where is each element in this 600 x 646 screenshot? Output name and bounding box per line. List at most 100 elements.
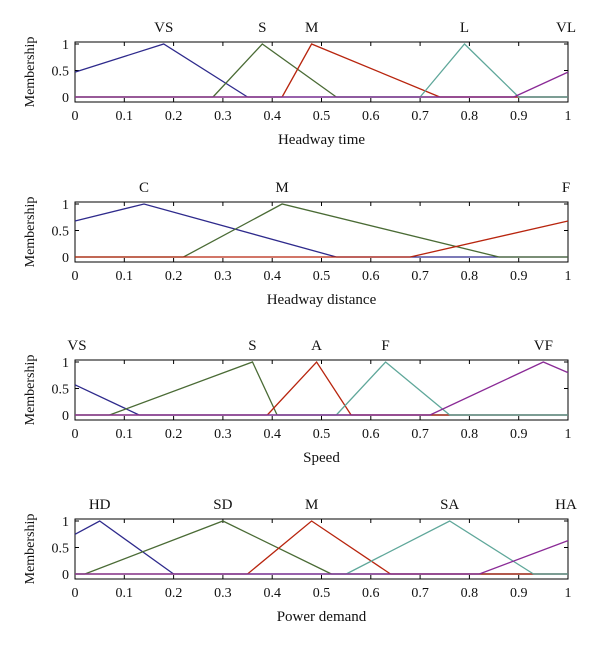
panel-4: 0 0.1 0.2 0.3 0.4 0.5 0.6 0.7 0.8 0.9 1 0 0.5 1 Power … [23, 497, 577, 625]
x-tick-label: 0.5 [313, 269, 331, 284]
x-tick-label: 0.6 [362, 269, 380, 284]
series-line [419, 43, 520, 98]
x-tick-label: 0.2 [165, 269, 183, 284]
mf-label-s: S [248, 338, 256, 354]
series-line [410, 220, 569, 258]
y-axis-label: Membership [23, 197, 38, 268]
series-line [266, 360, 352, 416]
series-f: F [75, 180, 570, 258]
series-line [513, 71, 569, 98]
x-tick-label: 0.8 [461, 109, 479, 124]
mf-label-vs: VS [154, 20, 173, 36]
series-line [74, 520, 174, 575]
series-line [212, 43, 337, 98]
series-line [183, 203, 500, 258]
x-tick-label: 0.7 [411, 427, 429, 442]
y-tick-label: 0 [62, 409, 69, 424]
x-tick-label: 0.3 [214, 269, 232, 284]
series-line [74, 43, 248, 98]
series-line [74, 203, 337, 258]
series-line [74, 384, 140, 416]
series-ha: HA [75, 497, 577, 575]
mf-label-vf: VF [534, 338, 553, 354]
series-line [479, 539, 569, 575]
x-tick-label: 0.6 [362, 586, 380, 601]
x-tick-label: 0.9 [510, 427, 528, 442]
y-tick-label: 0.5 [52, 225, 70, 240]
mf-label-c: C [139, 180, 149, 196]
y-tick-label: 0.5 [52, 542, 70, 557]
series-vf: VF [75, 338, 569, 416]
x-tick-label: 0.6 [362, 427, 380, 442]
x-tick-label: 0.3 [214, 109, 232, 124]
mf-label-m: M [275, 180, 288, 196]
y-tick-label: 0.5 [52, 65, 70, 80]
series-a: A [75, 338, 568, 416]
panel-1: 0 0.1 0.2 0.3 0.4 0.5 0.6 0.7 0.8 0.9 1 0 0.5 1 Headwa… [23, 20, 576, 148]
series-m: M [75, 20, 568, 98]
x-tick-label: 0.4 [263, 586, 281, 601]
mf-label-l: L [460, 20, 469, 36]
mf-label-a: A [311, 338, 322, 354]
series-line [247, 520, 391, 575]
x-tick-label: 0.3 [214, 427, 232, 442]
mf-label-f: F [381, 338, 389, 354]
mf-label-vs: VS [67, 338, 86, 354]
x-tick-label: 0 [72, 269, 79, 284]
x-tick-label: 1 [565, 586, 572, 601]
y-axis-label: Membership [23, 37, 38, 108]
x-tick-label: 0.4 [263, 269, 281, 284]
x-tick-label: 0.7 [411, 109, 429, 124]
x-tick-label: 0.2 [165, 109, 183, 124]
series-l: L [75, 20, 568, 98]
x-tick-label: 0.8 [461, 269, 479, 284]
series-c: C [74, 180, 568, 258]
x-axis-label: Headway time [278, 132, 365, 148]
mf-label-sd: SD [213, 497, 232, 513]
mf-label-f: F [562, 180, 570, 196]
x-tick-label: 1 [565, 269, 572, 284]
x-axis-label: Headway distance [267, 292, 377, 308]
series-s: S [75, 20, 568, 98]
x-tick-label: 0.4 [263, 427, 281, 442]
series-line [281, 43, 441, 98]
y-tick-label: 1 [62, 515, 69, 530]
x-tick-label: 0.8 [461, 586, 479, 601]
y-tick-label: 0.5 [52, 383, 70, 398]
x-tick-label: 0.7 [411, 586, 429, 601]
x-tick-label: 0.9 [510, 109, 528, 124]
x-tick-label: 0 [72, 586, 79, 601]
series-line [429, 361, 569, 416]
x-tick-label: 1 [565, 427, 572, 442]
y-tick-label: 0 [62, 251, 69, 266]
x-tick-label: 0.5 [313, 109, 331, 124]
series-sa: SA [75, 497, 568, 575]
x-tick-label: 0.6 [362, 109, 380, 124]
y-tick-label: 1 [62, 38, 69, 53]
series-sd: SD [75, 497, 568, 575]
x-axis-label: Power demand [277, 609, 367, 625]
x-tick-label: 0.2 [165, 427, 183, 442]
y-tick-label: 1 [62, 198, 69, 213]
x-tick-label: 0.4 [263, 109, 281, 124]
x-tick-label: 0.5 [313, 586, 331, 601]
x-tick-label: 1 [565, 109, 572, 124]
series-line [335, 361, 451, 416]
series-line [84, 520, 332, 575]
mf-label-s: S [258, 20, 266, 36]
mf-label-m: M [305, 20, 318, 36]
x-axis-label: Speed [303, 450, 340, 466]
mf-label-vl: VL [556, 20, 576, 36]
y-axis-label: Membership [23, 355, 38, 426]
series-m: M [75, 497, 568, 575]
series-vs: VS [74, 20, 568, 98]
y-tick-label: 0 [62, 568, 69, 583]
panel-3: 0 0.1 0.2 0.3 0.4 0.5 0.6 0.7 0.8 0.9 1 0 0.5 1 Speed M… [23, 338, 572, 466]
y-tick-label: 0 [62, 91, 69, 106]
mf-label-hd: HD [89, 497, 111, 513]
x-tick-label: 0.1 [116, 427, 134, 442]
x-tick-label: 0 [72, 109, 79, 124]
x-tick-label: 0.8 [461, 427, 479, 442]
panel-2: 0 0.1 0.2 0.3 0.4 0.5 0.6 0.7 0.8 0.9 1 0 0.5 1 Headwa… [23, 180, 572, 308]
